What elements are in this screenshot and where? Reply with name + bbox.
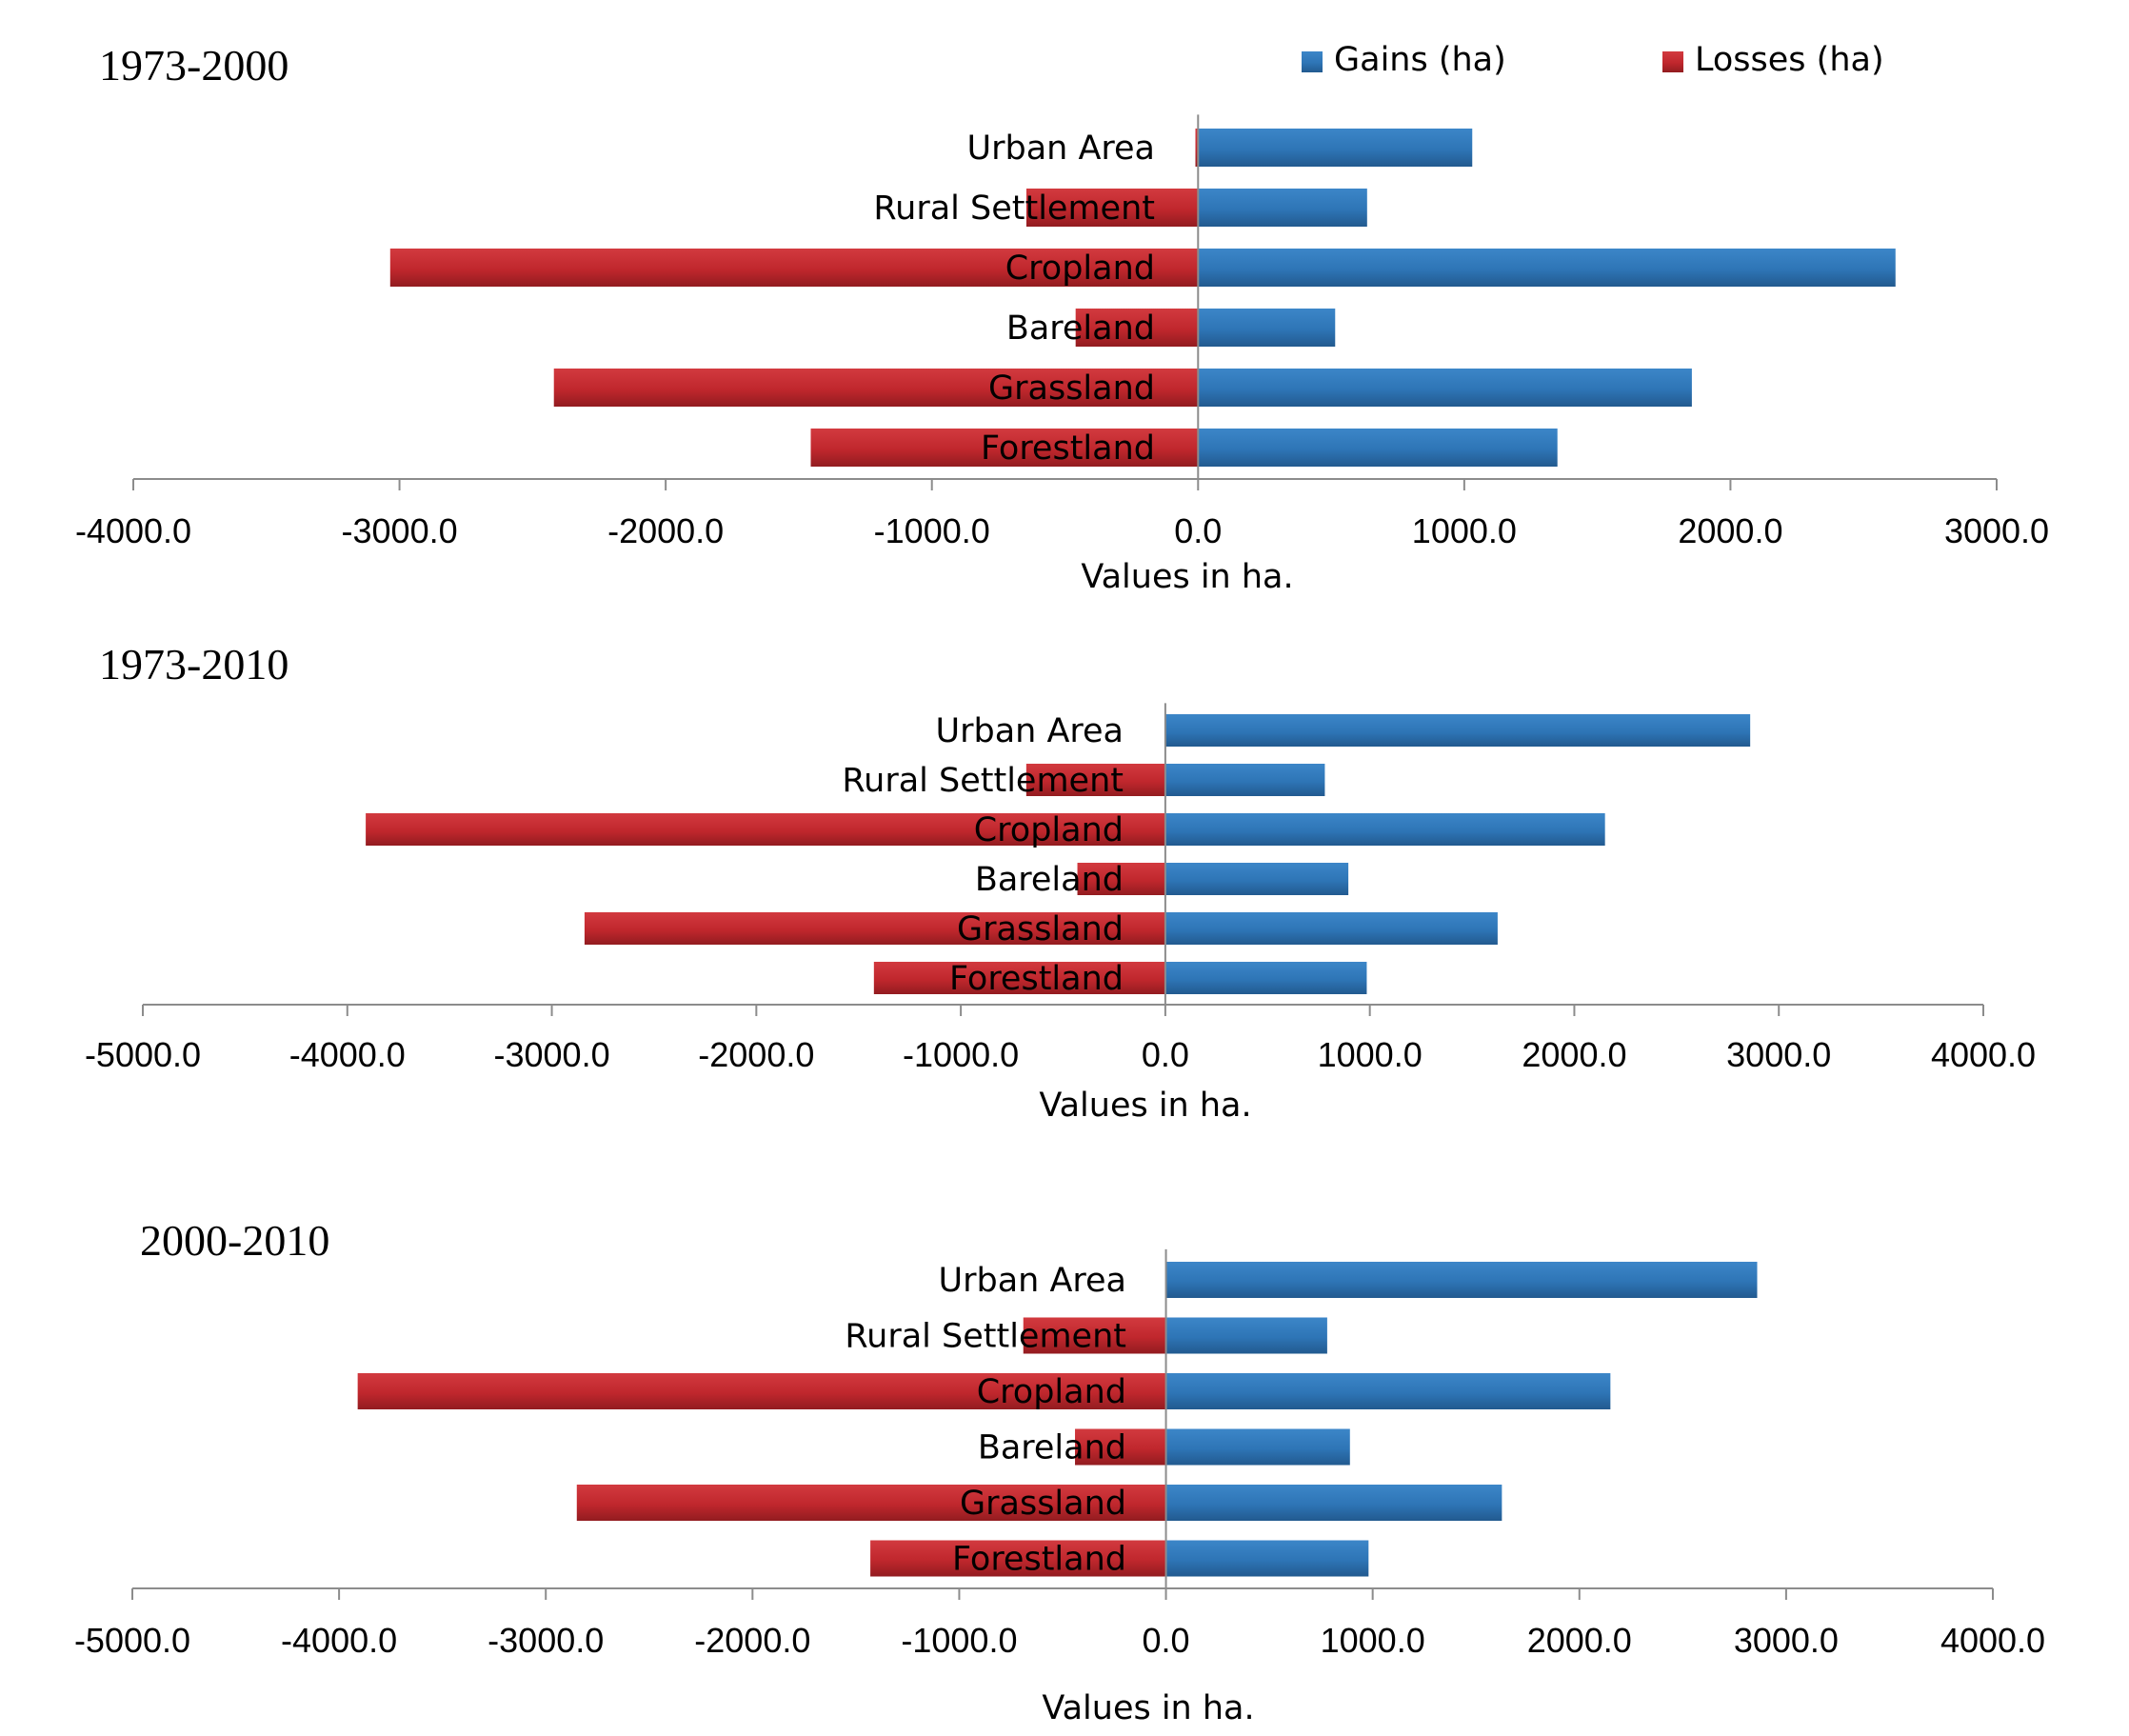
category-label: Bareland	[975, 861, 1124, 899]
category-label: Rural Settlement	[845, 1318, 1126, 1356]
category-label: Rural Settlement	[842, 762, 1124, 800]
category-label: Forestland	[952, 1541, 1126, 1579]
gain-bar	[1165, 1428, 1350, 1466]
x-tick-label: 1000.0	[1318, 1035, 1423, 1074]
loss-bar	[366, 813, 1165, 846]
loss-bar	[1077, 863, 1165, 895]
loss-bar	[1025, 764, 1165, 796]
chart-panel-1973-2010: 1973-2010 Urban Area Rural Settlement Cropl…	[85, 640, 2036, 1125]
gain-bar	[1165, 1317, 1327, 1354]
x-tick-label: -2000.0	[607, 511, 724, 550]
category-label: Grassland	[960, 1485, 1126, 1523]
chart-title: 1973-2000	[99, 41, 289, 90]
x-tick-label: -1000.0	[874, 511, 990, 550]
gain-bar	[1165, 1262, 1758, 1298]
category-label: Urban Area	[935, 712, 1124, 750]
gain-bar	[1198, 369, 1692, 407]
category-label: Grassland	[957, 910, 1124, 948]
x-tick-label: -1000.0	[901, 1621, 1017, 1660]
category-label: Grassland	[988, 369, 1155, 408]
x-tick-label: -3000.0	[494, 1035, 610, 1074]
gain-bar	[1164, 912, 1498, 945]
x-tick-label: 0.0	[1174, 511, 1222, 550]
chart-panel-1973-2000: 1973-2000 Urban Area Rural Settlement Cropl…	[75, 41, 2049, 596]
category-label: Urban Area	[966, 130, 1155, 168]
loss-bar	[1025, 189, 1199, 227]
category-label: Forestland	[981, 429, 1155, 468]
x-tick-label: 2000.0	[1527, 1621, 1632, 1660]
x-tick-label: 1000.0	[1321, 1621, 1425, 1660]
loss-bar	[553, 369, 1199, 407]
chart-title: 1973-2010	[99, 640, 289, 688]
x-axis-label: Values in ha.	[1081, 558, 1293, 596]
x-tick-label: -1000.0	[903, 1035, 1019, 1074]
x-tick-label: -2000.0	[694, 1621, 810, 1660]
category-label: Bareland	[1006, 309, 1155, 348]
legend-losses-label: Losses (ha)	[1695, 41, 1884, 79]
gain-bar	[1164, 764, 1325, 796]
gain-bar	[1164, 813, 1605, 846]
category-label: Cropland	[974, 811, 1124, 849]
x-tick-label: -5000.0	[85, 1035, 201, 1074]
legend-losses-swatch	[1662, 51, 1683, 72]
category-label: Rural Settlement	[873, 190, 1155, 228]
x-tick-label: -4000.0	[281, 1621, 397, 1660]
x-tick-label: -5000.0	[74, 1621, 190, 1660]
loss-bar	[1075, 1428, 1166, 1466]
x-tick-label: 1000.0	[1412, 511, 1517, 550]
x-tick-label: 2000.0	[1522, 1035, 1626, 1074]
x-axis-label: Values in ha.	[1039, 1087, 1251, 1125]
gain-bar	[1164, 962, 1367, 994]
x-tick-label: 0.0	[1142, 1035, 1189, 1074]
x-axis-label: Values in ha.	[1042, 1689, 1254, 1727]
loss-bar	[1023, 1317, 1166, 1354]
gain-bar	[1164, 863, 1349, 895]
x-tick-label: 3000.0	[1734, 1621, 1839, 1660]
loss-bar	[810, 429, 1199, 467]
gain-bar	[1164, 714, 1751, 747]
x-tick-label: 4000.0	[1940, 1621, 2045, 1660]
category-label: Urban Area	[938, 1262, 1126, 1300]
legend: Gains (ha) Losses (ha)	[1302, 41, 1884, 79]
gain-bar	[1198, 129, 1473, 167]
chart-title: 2000-2010	[140, 1216, 329, 1265]
legend-gains-label: Gains (ha)	[1334, 41, 1506, 79]
x-tick-label: -4000.0	[289, 1035, 406, 1074]
x-tick-label: 3000.0	[1944, 511, 2049, 550]
loss-bar	[357, 1373, 1166, 1409]
category-label: Bareland	[978, 1429, 1126, 1467]
legend-gains-swatch	[1302, 51, 1323, 72]
category-label: Forestland	[949, 960, 1124, 998]
x-tick-label: 4000.0	[1931, 1035, 2036, 1074]
category-label: Cropland	[977, 1373, 1126, 1411]
chart-panel-2000-2010: 2000-2010 Urban Area Rural Settlement Cropl…	[74, 1216, 2045, 1727]
loss-bar	[1195, 129, 1199, 167]
loss-bar	[1075, 309, 1199, 347]
x-tick-label: -3000.0	[342, 511, 458, 550]
loss-bar	[576, 1485, 1166, 1521]
gain-bar	[1198, 249, 1896, 287]
gain-bar	[1165, 1540, 1369, 1577]
gain-bar	[1198, 429, 1558, 467]
x-tick-label: -3000.0	[487, 1621, 604, 1660]
loss-bar	[584, 912, 1165, 945]
category-label: Cropland	[1005, 249, 1155, 288]
x-tick-label: 3000.0	[1726, 1035, 1831, 1074]
gain-bar	[1198, 309, 1336, 347]
x-tick-label: 0.0	[1143, 1621, 1190, 1660]
loss-bar	[873, 962, 1165, 994]
gain-bar	[1165, 1485, 1502, 1521]
loss-bar	[870, 1540, 1166, 1577]
x-tick-label: 2000.0	[1678, 511, 1782, 550]
loss-bar	[389, 249, 1199, 287]
gain-bar	[1165, 1373, 1611, 1409]
gain-bar	[1198, 189, 1367, 227]
x-tick-label: -4000.0	[75, 511, 191, 550]
x-tick-label: -2000.0	[698, 1035, 814, 1074]
